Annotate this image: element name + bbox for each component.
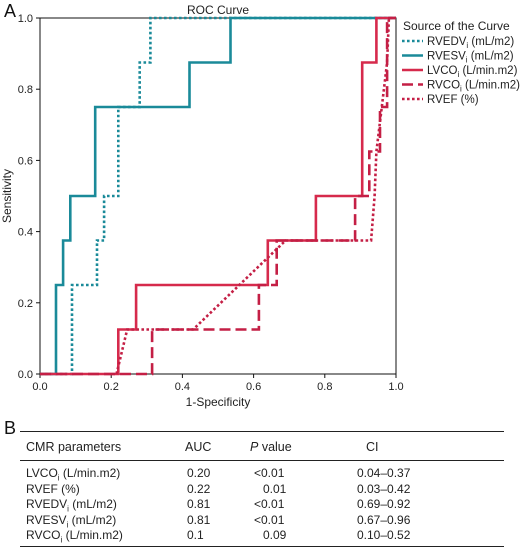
cell-param: RVEDVi (mL/m2) — [26, 497, 117, 514]
table-top-rule — [20, 431, 504, 432]
panel-b-letter: B — [4, 418, 17, 438]
chart-title: ROC Curve — [187, 3, 249, 17]
header-ci: CI — [366, 440, 379, 454]
cell-ci: 0.69–0.92 — [357, 497, 411, 511]
y-tick-label: 0.4 — [18, 227, 33, 239]
y-tick-label: 0.8 — [18, 84, 33, 96]
header-auc: AUC — [185, 440, 212, 454]
series-line-4 — [115, 16, 396, 375]
x-tick-label: 0.4 — [175, 381, 190, 393]
x-axis: 0.0 0.2 0.4 0.6 0.8 1.0 — [32, 374, 404, 393]
legend-label-2: LVCOi (L/min.m2) — [427, 65, 518, 79]
plot-frame — [39, 17, 397, 375]
cell-param: LVCOi (L/min.m2) — [26, 466, 121, 483]
series-layer — [40, 16, 396, 376]
legend-label-4: RVEF (%) — [427, 94, 479, 106]
cell-auc: 0.1 — [187, 528, 204, 542]
cell-p: <0.01 — [254, 497, 285, 511]
header-p-rest: value — [258, 440, 292, 454]
legend-label-0: RVEDVi (mL/m2) — [427, 36, 514, 50]
x-tick-label: 0.2 — [104, 381, 119, 393]
legend-label-1: RVESVi (mL/m2) — [427, 51, 514, 65]
legend: Source of the Curve RVEDVi (mL/m2)RVESVi… — [402, 19, 520, 106]
cell-auc: 0.81 — [187, 512, 211, 527]
x-tick-label: 0.6 — [246, 381, 261, 393]
cell-ci: 0.67–0.96 — [357, 512, 411, 527]
cell-param: RVCOi (L/min.m2) — [26, 528, 123, 545]
cell-p: 0.01 — [263, 481, 287, 496]
y-tick-label: 0.2 — [18, 298, 33, 310]
table-bottom-rule — [20, 546, 504, 547]
header-p-value: P value — [250, 440, 292, 454]
cell-param: RVESVi (mL/m2) — [26, 512, 117, 529]
cell-auc: 0.22 — [187, 481, 211, 496]
y-tick-label: 0.0 — [18, 369, 33, 381]
cell-auc: 0.81 — [187, 497, 211, 511]
roc-chart: ROC Curve 0.00.20.40.60.81.0 0.0 0.2 0.4 0.… — [0, 3, 520, 409]
cell-p: 0.09 — [263, 528, 287, 542]
cell-ci: 0.03–0.42 — [357, 481, 411, 496]
header-cmr-parameters: CMR parameters — [26, 440, 122, 454]
y-axis-label: Sensitivity — [0, 169, 14, 223]
header-p-italic: P — [250, 440, 259, 454]
cell-ci: 0.04–0.37 — [357, 466, 411, 480]
cell-p: <0.01 — [254, 466, 285, 480]
series-line-1 — [40, 16, 396, 376]
x-tick-label: 1.0 — [388, 381, 403, 393]
x-axis-label: 1-Specificity — [186, 395, 251, 409]
x-tick-label: 0.8 — [317, 381, 332, 393]
cell-param: RVEF (%) — [26, 481, 80, 496]
y-tick-label: 1.0 — [18, 13, 33, 25]
y-axis: 0.0 0.2 0.4 0.6 0.8 1.0 — [18, 13, 40, 381]
x-tick-label: 0.0 — [32, 381, 47, 393]
y-tick-label: 0.6 — [18, 155, 33, 167]
cell-auc: 0.20 — [187, 466, 211, 480]
panel-a-letter: A — [4, 1, 17, 21]
legend-label-3: RVCOi (L/min.m2) — [427, 80, 520, 94]
cell-ci: 0.10–0.52 — [357, 528, 411, 542]
table-header-rule — [20, 460, 504, 461]
series-line-3 — [40, 16, 396, 376]
cell-p: <0.01 — [254, 512, 285, 527]
legend-title: Source of the Curve — [403, 19, 510, 33]
